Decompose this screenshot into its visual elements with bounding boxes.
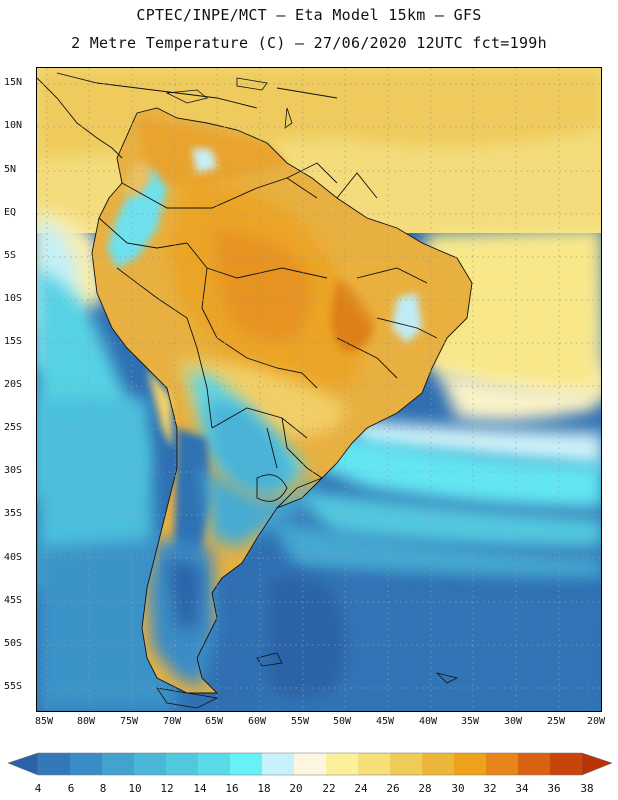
colorbar-swatch [166, 753, 199, 775]
colorbar-label: 36 [547, 782, 561, 795]
lat-label: 5S [4, 250, 17, 261]
lon-label: 60W [247, 716, 267, 727]
ocean-field [37, 68, 601, 711]
lat-lon-grid [37, 68, 601, 711]
lon-label: 85W [34, 716, 54, 727]
colorbar-low-arrow [7, 752, 39, 776]
colorbar-swatch [198, 753, 231, 775]
colorbar-legend [7, 752, 613, 776]
lat-label: 50S [4, 638, 23, 649]
colorbar-swatch [550, 753, 583, 775]
lat-label: EQ [4, 207, 17, 218]
colorbar-swatch [262, 753, 295, 775]
colorbar-label: 6 [67, 782, 75, 795]
colorbar-swatch [230, 753, 263, 775]
lon-label: 50W [332, 716, 352, 727]
lat-label: 5N [4, 164, 17, 175]
lon-label: 30W [503, 716, 523, 727]
colorbar-label: 34 [515, 782, 529, 795]
lat-label: 10N [4, 120, 23, 131]
colorbar-label: 10 [128, 782, 142, 795]
lon-label: 75W [119, 716, 139, 727]
lon-label: 70W [162, 716, 182, 727]
lon-label: 55W [290, 716, 310, 727]
colorbar-swatch [102, 753, 135, 775]
map-subtitle: 2 Metre Temperature (C) – 27/06/2020 12U… [71, 34, 547, 52]
lat-label: 25S [4, 422, 23, 433]
colorbar-swatch [358, 753, 391, 775]
lon-label: 25W [546, 716, 566, 727]
lon-label: 80W [76, 716, 96, 727]
colorbar-swatch [390, 753, 423, 775]
map-title: CPTEC/INPE/MCT – Eta Model 15km – GFS [136, 6, 482, 24]
colorbar-swatch [38, 753, 71, 775]
lat-label: 30S [4, 465, 23, 476]
lat-label: 40S [4, 552, 23, 563]
colorbar-swatch [294, 753, 327, 775]
colorbar-swatch [70, 753, 103, 775]
colorbar-swatch [454, 753, 487, 775]
lon-label: 65W [204, 716, 224, 727]
colorbar-swatch [486, 753, 519, 775]
lon-label: 20W [586, 716, 606, 727]
colorbar-high-arrow [581, 752, 613, 776]
colorbar-label: 38 [580, 782, 594, 795]
colorbar-label: 30 [451, 782, 465, 795]
lat-label: 55S [4, 681, 23, 692]
lat-label: 15N [4, 77, 23, 88]
colorbar-label: 26 [386, 782, 400, 795]
lon-label: 45W [375, 716, 395, 727]
map-panel [36, 67, 602, 712]
colorbar-swatch [422, 753, 455, 775]
colorbar-label: 12 [160, 782, 174, 795]
colorbar-swatch [326, 753, 359, 775]
lat-label: 10S [4, 293, 23, 304]
colorbar-label: 24 [354, 782, 368, 795]
colorbar-swatch [518, 753, 551, 775]
colorbar-label: 4 [34, 782, 42, 795]
lat-label: 15S [4, 336, 23, 347]
temperature-map [37, 68, 601, 711]
colorbar-label: 22 [322, 782, 336, 795]
lon-label: 35W [460, 716, 480, 727]
lat-label: 45S [4, 595, 23, 606]
colorbar-label: 16 [225, 782, 239, 795]
lon-label: 40W [418, 716, 438, 727]
land-field [92, 108, 472, 693]
colorbar-label: 18 [257, 782, 271, 795]
colorbar-label: 8 [99, 782, 107, 795]
coastlines-and-borders [37, 72, 473, 694]
islands [156, 77, 459, 709]
colorbar-swatch [134, 753, 167, 775]
colorbar-label: 14 [193, 782, 207, 795]
colorbar-label: 32 [483, 782, 497, 795]
colorbar-label: 20 [289, 782, 303, 795]
lat-label: 20S [4, 379, 23, 390]
lat-label: 35S [4, 508, 23, 519]
colorbar-label: 28 [418, 782, 432, 795]
